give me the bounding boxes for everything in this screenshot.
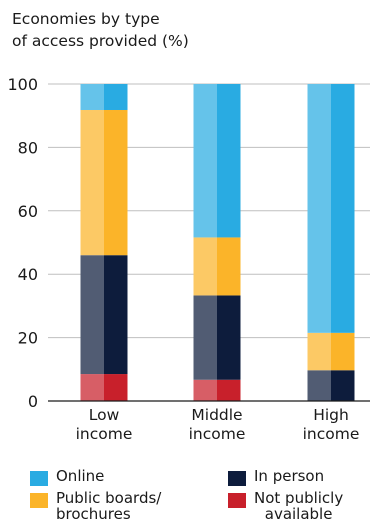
y-tick-label-80: 80: [18, 138, 38, 157]
x-tick-label-1-line-1: Middle: [191, 406, 242, 424]
bar-segment-low-income-online-light: [80, 84, 104, 110]
bar-segment-low-income-public-boards-brochures-light: [80, 109, 104, 256]
bar-segment-high-income-public-boards-brochures: [331, 332, 355, 371]
bar-segment-middle-income-not-publicly-available: [217, 379, 241, 401]
bar-segment-middle-income-not-publicly-available-light: [193, 379, 217, 401]
bar-segment-middle-income-in-person: [217, 295, 241, 380]
bar-segment-middle-income-public-boards-brochures-light: [193, 237, 217, 296]
bar-segment-middle-income-in-person-light: [193, 295, 217, 380]
bar-segment-middle-income-online-light: [193, 84, 217, 238]
x-tick-label-1-line-2: income: [189, 425, 246, 443]
bar-segment-high-income-public-boards-brochures-light: [307, 332, 331, 371]
bar-segment-high-income-online-light: [307, 84, 331, 333]
bar-segment-middle-income-online: [217, 84, 241, 238]
x-tick-label-2-line-1: High: [313, 406, 349, 424]
bar-segment-high-income-in-person: [331, 370, 355, 401]
chart-title: Economies by type of access provided (%): [12, 8, 189, 52]
bar-segment-low-income-public-boards-brochures: [104, 109, 128, 256]
bar-segment-high-income-in-person-light: [307, 370, 331, 401]
chart-title-line-1: Economies by type: [12, 10, 160, 28]
y-tick-label-40: 40: [18, 265, 38, 284]
x-tick-label-2-line-2: income: [303, 425, 360, 443]
x-tick-label-0-line-2: income: [76, 425, 133, 443]
bar-segment-low-income-online: [104, 84, 128, 110]
bar-segment-low-income-not-publicly-available: [104, 374, 128, 401]
bar-segment-low-income-not-publicly-available-light: [80, 374, 104, 401]
bar-segment-low-income-in-person-light: [80, 255, 104, 375]
chart-title-line-2: of access provided (%): [12, 32, 189, 50]
bar-segment-high-income-online: [331, 84, 355, 333]
y-tick-label-20: 20: [18, 329, 38, 348]
y-tick-label-60: 60: [18, 202, 38, 221]
bar-segment-middle-income-public-boards-brochures: [217, 237, 241, 296]
bar-segment-low-income-in-person: [104, 255, 128, 375]
y-tick-label-0: 0: [28, 392, 38, 411]
y-tick-label-100: 100: [7, 75, 38, 94]
x-tick-label-0-line-1: Low: [89, 406, 120, 424]
